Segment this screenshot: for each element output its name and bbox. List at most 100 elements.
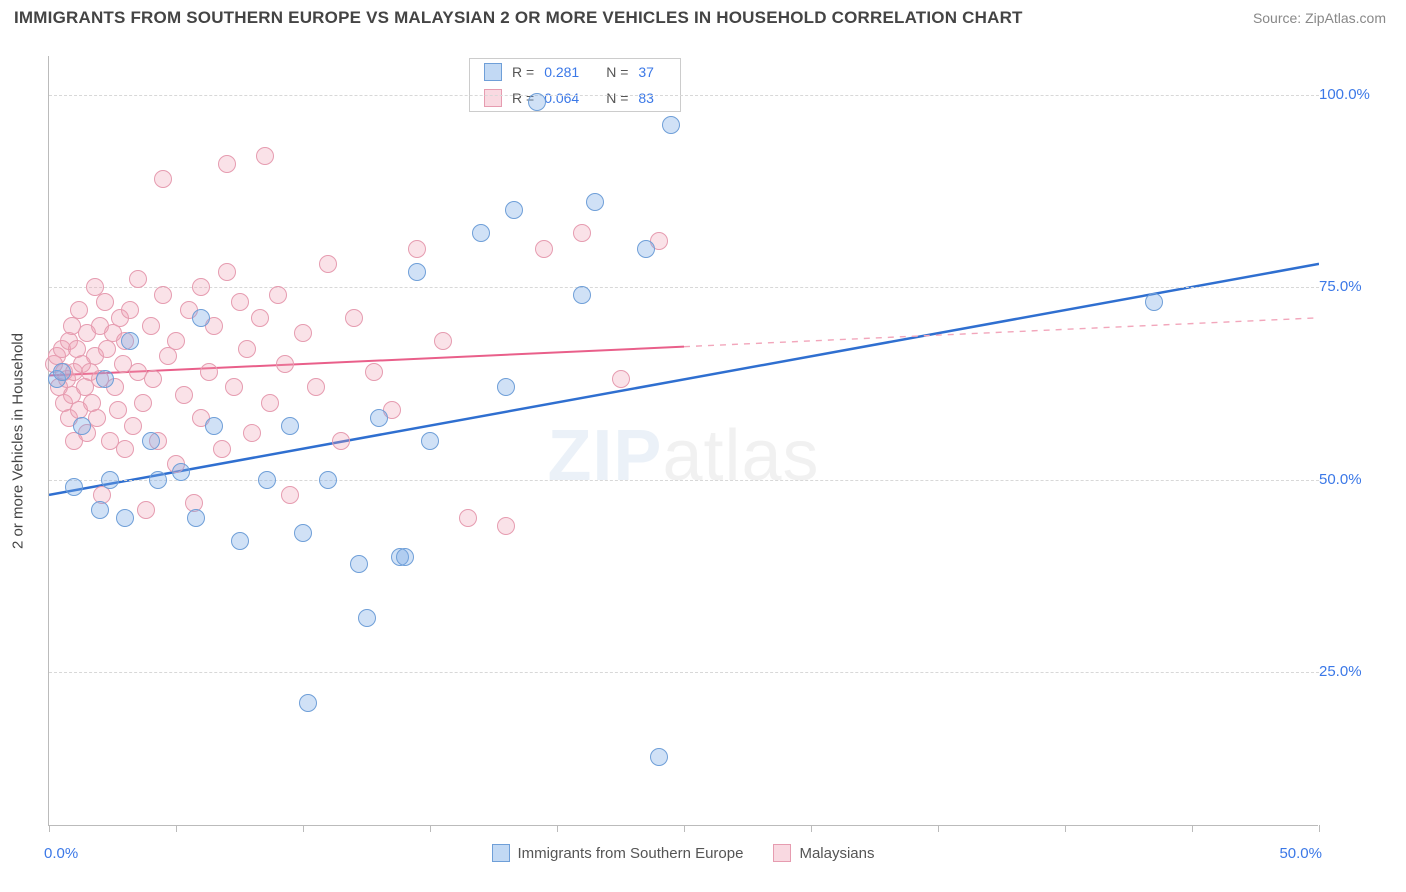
gridline-h <box>49 480 1319 481</box>
data-point-blue <box>73 417 91 435</box>
data-point-pink <box>307 378 325 396</box>
data-point-blue <box>116 509 134 527</box>
data-point-blue <box>299 694 317 712</box>
data-point-pink <box>134 394 152 412</box>
source-label: Source: ZipAtlas.com <box>1253 10 1386 26</box>
data-point-blue <box>586 193 604 211</box>
data-point-pink <box>535 240 553 258</box>
legend-n-value-blue: 37 <box>638 64 666 80</box>
legend-n-label: N = <box>606 64 628 80</box>
gridline-h <box>49 672 1319 673</box>
y-tick-label: 25.0% <box>1319 663 1374 680</box>
x-tick <box>430 825 431 832</box>
data-point-pink <box>332 432 350 450</box>
data-point-pink <box>238 340 256 358</box>
data-point-blue <box>497 378 515 396</box>
data-point-pink <box>261 394 279 412</box>
data-point-blue <box>396 548 414 566</box>
data-point-blue <box>281 417 299 435</box>
data-point-blue <box>53 363 71 381</box>
data-point-pink <box>345 309 363 327</box>
data-point-pink <box>459 509 477 527</box>
swatch-pink <box>773 844 791 862</box>
swatch-blue <box>492 844 510 862</box>
y-tick-label: 75.0% <box>1319 278 1374 295</box>
legend-label-pink: Malaysians <box>799 845 874 862</box>
legend-item-blue: Immigrants from Southern Europe <box>492 844 744 862</box>
data-point-blue <box>258 471 276 489</box>
data-point-blue <box>65 478 83 496</box>
data-point-pink <box>96 293 114 311</box>
data-point-pink <box>612 370 630 388</box>
data-point-pink <box>142 317 160 335</box>
swatch-pink <box>484 89 502 107</box>
data-point-blue <box>192 309 210 327</box>
trend-lines <box>49 56 1319 826</box>
data-point-pink <box>192 278 210 296</box>
data-point-pink <box>154 170 172 188</box>
watermark-light: atlas <box>662 416 819 496</box>
title-bar: IMMIGRANTS FROM SOUTHERN EUROPE VS MALAY… <box>0 0 1406 32</box>
data-point-pink <box>200 363 218 381</box>
y-tick-label: 100.0% <box>1319 86 1374 103</box>
data-point-pink <box>365 363 383 381</box>
legend-item-pink: Malaysians <box>773 844 874 862</box>
x-tick <box>938 825 939 832</box>
data-point-pink <box>159 347 177 365</box>
data-point-pink <box>129 270 147 288</box>
data-point-pink <box>294 324 312 342</box>
data-point-blue <box>121 332 139 350</box>
chart-title: IMMIGRANTS FROM SOUTHERN EUROPE VS MALAY… <box>14 8 1023 28</box>
x-tick <box>1319 825 1320 832</box>
legend-row-pink: R = 0.064 N = 83 <box>470 85 680 111</box>
data-point-pink <box>218 155 236 173</box>
data-point-blue <box>421 432 439 450</box>
legend-row-blue: R = 0.281 N = 37 <box>470 59 680 85</box>
data-point-pink <box>70 301 88 319</box>
x-tick <box>1065 825 1066 832</box>
trend-line-pink-extrapolated <box>684 318 1319 347</box>
gridline-h <box>49 95 1319 96</box>
data-point-pink <box>434 332 452 350</box>
gridline-h <box>49 287 1319 288</box>
legend-n-value-pink: 83 <box>638 90 666 106</box>
x-tick <box>1192 825 1193 832</box>
legend-series: Immigrants from Southern Europe Malaysia… <box>48 844 1318 862</box>
data-point-pink <box>319 255 337 273</box>
data-point-pink <box>243 424 261 442</box>
data-point-blue <box>149 471 167 489</box>
data-point-pink <box>175 386 193 404</box>
data-point-pink <box>116 440 134 458</box>
data-point-blue <box>358 609 376 627</box>
data-point-blue <box>96 370 114 388</box>
x-tick <box>557 825 558 832</box>
data-point-blue <box>231 532 249 550</box>
data-point-pink <box>213 440 231 458</box>
data-point-pink <box>256 147 274 165</box>
data-point-pink <box>154 286 172 304</box>
data-point-pink <box>573 224 591 242</box>
y-tick-label: 50.0% <box>1319 471 1374 488</box>
data-point-blue <box>172 463 190 481</box>
data-point-blue <box>472 224 490 242</box>
data-point-blue <box>187 509 205 527</box>
x-tick <box>49 825 50 832</box>
data-point-blue <box>350 555 368 573</box>
data-point-pink <box>121 301 139 319</box>
x-tick <box>811 825 812 832</box>
data-point-pink <box>231 293 249 311</box>
data-point-blue <box>650 748 668 766</box>
data-point-pink <box>144 370 162 388</box>
data-point-pink <box>98 340 116 358</box>
data-point-pink <box>124 417 142 435</box>
legend-correlation: R = 0.281 N = 37 R = 0.064 N = 83 <box>469 58 681 112</box>
data-point-blue <box>101 471 119 489</box>
data-point-blue <box>573 286 591 304</box>
data-point-blue <box>370 409 388 427</box>
data-point-blue <box>637 240 655 258</box>
data-point-blue <box>294 524 312 542</box>
data-point-pink <box>167 332 185 350</box>
data-point-pink <box>281 486 299 504</box>
swatch-blue <box>484 63 502 81</box>
data-point-blue <box>319 471 337 489</box>
